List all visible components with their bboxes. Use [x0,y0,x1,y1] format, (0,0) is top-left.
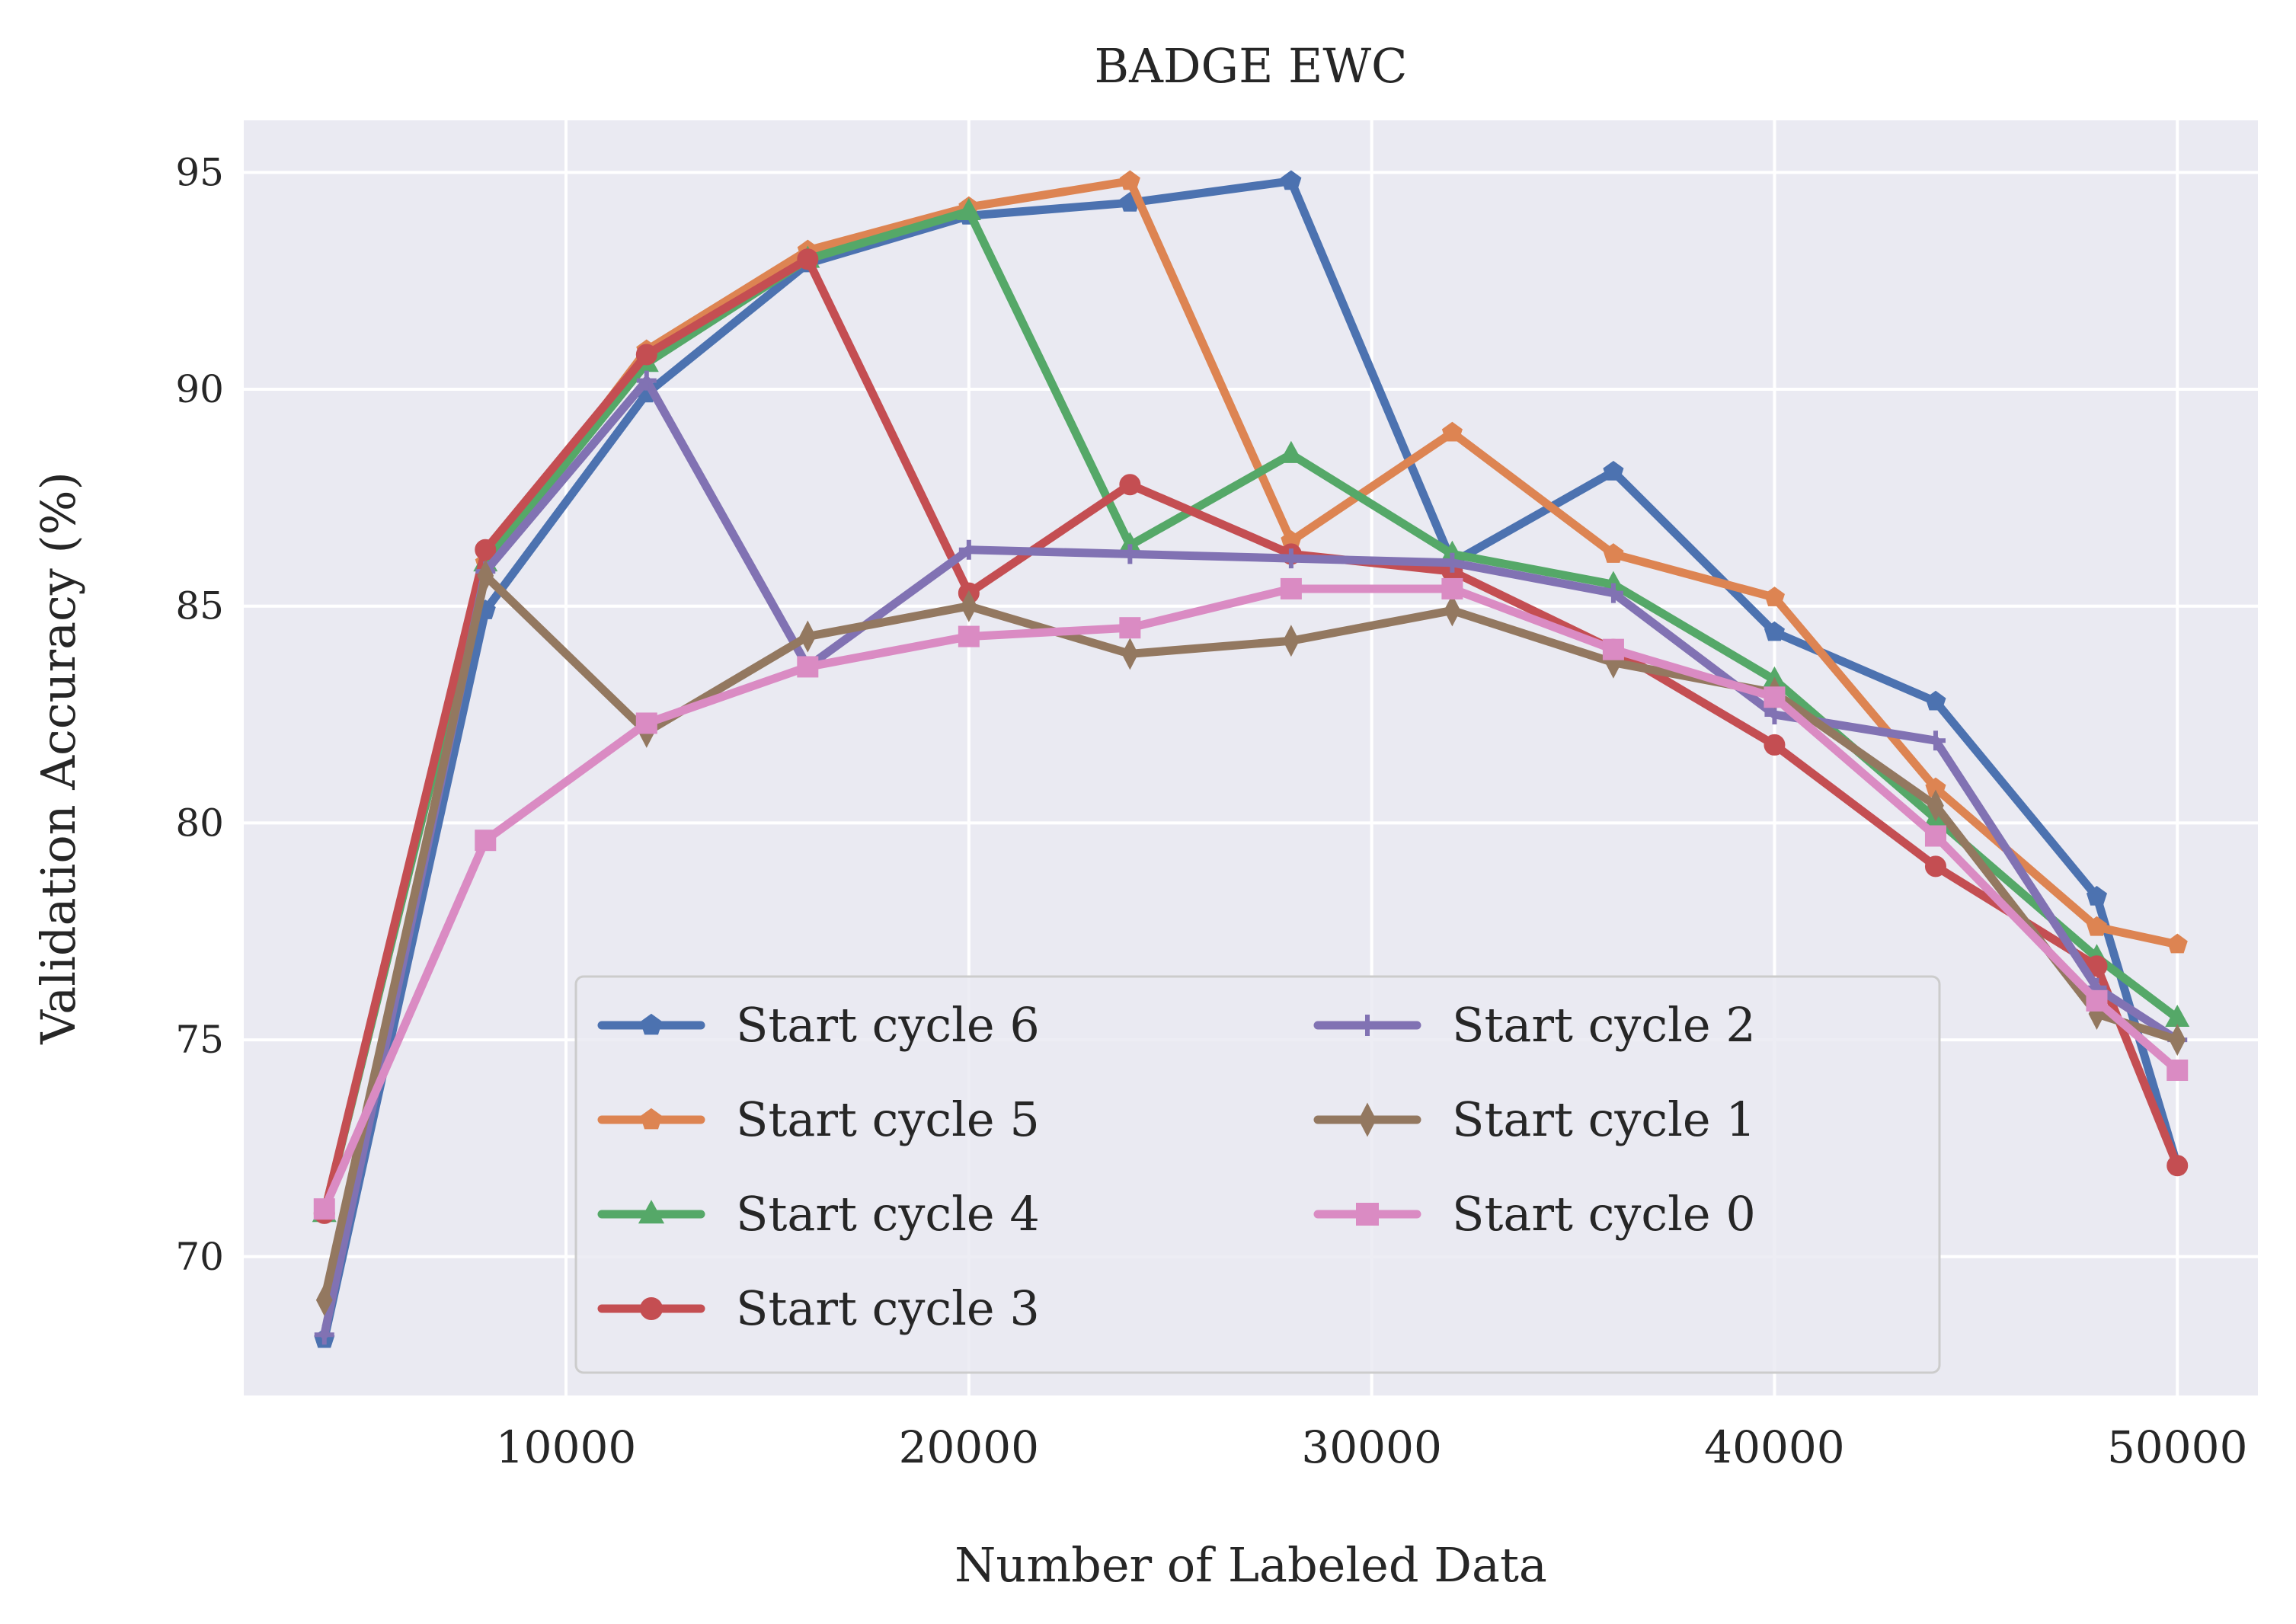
data-point-marker [958,625,980,647]
x-tick-label: 10000 [496,1421,637,1473]
x-tick-label: 30000 [1301,1421,1442,1473]
legend-label: Start cycle 0 [1452,1186,1756,1242]
data-point-marker [1357,1015,1378,1036]
data-point-marker [956,197,981,220]
data-point-marker [960,590,977,622]
data-point-marker [2086,885,2108,906]
data-point-marker [475,830,497,852]
legend-entry: Start cycle 3 [597,1280,1040,1336]
data-point-marker [1441,421,1463,442]
data-point-marker [635,712,657,734]
data-point-marker [1764,734,1786,756]
legend-label: Start cycle 2 [1452,997,1756,1053]
y-tick-label: 95 [175,150,224,194]
data-point-marker [1924,855,1946,878]
x-tick-label: 20000 [899,1421,1040,1473]
data-point-marker [797,248,819,270]
data-point-marker [1925,730,1946,751]
data-point-marker [1283,625,1300,657]
data-point-marker [1603,583,1623,603]
data-point-marker [1281,548,1301,569]
data-point-marker [640,1108,663,1130]
data-point-marker [1278,440,1303,463]
data-point-marker [1120,544,1140,564]
data-point-marker [2086,916,2108,936]
data-point-marker [1358,1102,1377,1137]
data-point-marker [638,1200,665,1224]
x-axis-label: Number of Labeled Data [955,1537,1547,1593]
series-start-cycle-0 [313,577,2189,1220]
data-point-marker [799,620,817,653]
legend-entry: Start cycle 5 [597,1092,1040,1147]
data-point-marker [1121,638,1139,670]
chart-title: BADGE EWC [1095,38,1408,94]
series-layer [312,170,2190,1348]
data-point-marker [958,539,979,560]
data-point-marker [1603,543,1624,563]
y-tick-label: 90 [175,367,224,411]
data-point-marker [1603,460,1624,481]
data-point-marker [640,1013,663,1035]
data-point-marker [477,559,494,592]
legend-label: Start cycle 3 [736,1280,1040,1336]
data-point-marker [1764,686,1786,708]
data-point-marker [475,539,497,561]
legend-label: Start cycle 6 [736,997,1040,1053]
data-point-marker [313,1198,335,1220]
y-tick-labels: 70 75 80 85 90 95 [175,150,224,1278]
y-tick-label: 75 [175,1018,224,1062]
data-point-marker [1444,594,1461,627]
data-point-marker [314,1325,334,1345]
data-point-marker [2166,933,2188,954]
data-point-marker [797,656,819,678]
y-tick-label: 85 [175,584,224,628]
legend-entry: Start cycle 6 [597,997,1040,1053]
x-tick-label: 40000 [1704,1421,1845,1473]
data-point-marker [2169,1024,2186,1057]
legend-entry: Start cycle 4 [597,1186,1040,1242]
data-point-marker [1764,621,1785,641]
data-point-marker [1924,825,1946,847]
data-point-marker [315,1284,333,1316]
data-point-marker [1119,474,1141,496]
y-axis-label: Validation Accuracy (%) [30,472,86,1045]
x-tick-label: 50000 [2107,1421,2248,1473]
data-point-marker [1764,587,1785,606]
legend-entry: Start cycle 1 [1313,1092,1756,1147]
y-tick-label: 80 [175,801,224,845]
data-point-marker [1281,170,1302,190]
legend-label: Start cycle 4 [736,1186,1040,1242]
data-point-marker [1356,1203,1379,1226]
data-point-marker [1119,170,1140,190]
data-point-marker [1927,789,1944,822]
legend-box [574,975,1941,1374]
data-point-marker [1119,617,1141,639]
data-point-marker [2166,1059,2189,1081]
legend: Start cycle 6 Start cycle 5 Start cycle 4 S… [574,975,1941,1374]
data-point-marker [1602,638,1624,660]
data-point-marker [2086,989,2108,1012]
y-tick-label: 70 [175,1235,224,1279]
data-point-marker [1925,690,1946,711]
legend-label: Start cycle 5 [736,1092,1040,1147]
data-point-marker [636,370,657,391]
data-point-marker [640,1297,663,1320]
legend-label: Start cycle 1 [1452,1092,1756,1147]
legend-entry: Start cycle 2 [1313,997,1756,1053]
legend-items: Start cycle 6 Start cycle 5 Start cycle 4 S… [597,997,1756,1336]
x-tick-labels: 10000 20000 30000 40000 50000 [496,1421,2248,1473]
data-point-marker [2166,1155,2189,1177]
data-point-marker [1280,577,1302,599]
data-point-marker [635,344,657,366]
data-point-marker [1441,577,1463,599]
data-point-marker [1442,552,1463,573]
legend-entry: Start cycle 0 [1313,1186,1756,1242]
